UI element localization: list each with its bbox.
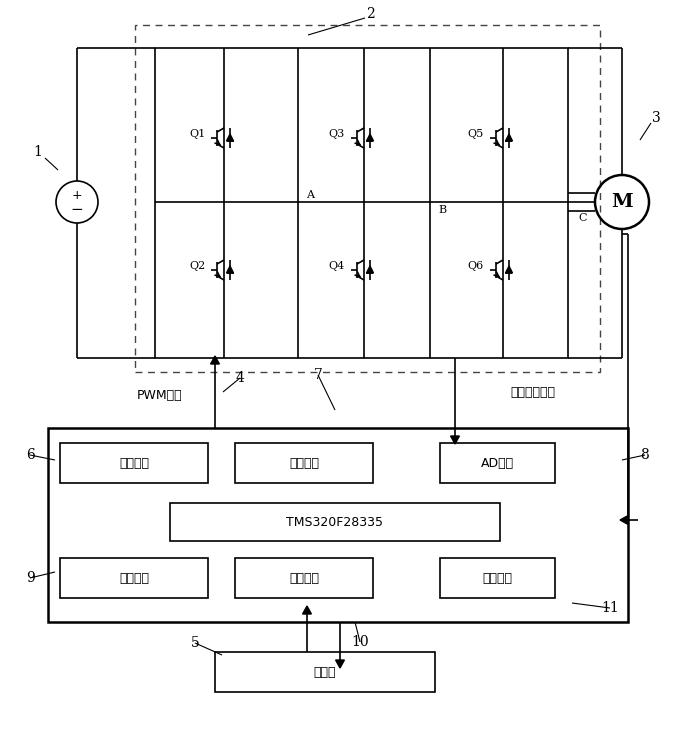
Bar <box>440 443 555 483</box>
Polygon shape <box>451 436 460 444</box>
Text: 保护电路: 保护电路 <box>482 571 512 584</box>
Polygon shape <box>335 660 344 668</box>
Text: −: − <box>70 201 83 216</box>
Text: 10: 10 <box>351 635 369 649</box>
Text: 1: 1 <box>33 145 42 159</box>
Text: 驱动电路: 驱动电路 <box>289 457 319 469</box>
Text: Q6: Q6 <box>468 261 484 271</box>
Text: 通讯电路: 通讯电路 <box>119 457 149 469</box>
Text: 8: 8 <box>641 448 650 462</box>
Text: B: B <box>438 205 446 215</box>
Text: 电流电压信号: 电流电压信号 <box>510 385 555 399</box>
Polygon shape <box>620 516 628 525</box>
Polygon shape <box>210 356 219 364</box>
Text: 9: 9 <box>26 571 34 585</box>
Polygon shape <box>367 134 374 141</box>
Text: 6: 6 <box>26 448 34 462</box>
Bar <box>440 558 555 598</box>
Text: TMS320F28335: TMS320F28335 <box>286 516 383 528</box>
Text: 11: 11 <box>601 601 619 615</box>
Text: AD电路: AD电路 <box>481 457 514 469</box>
Text: C: C <box>578 213 587 223</box>
Bar <box>170 503 500 541</box>
Polygon shape <box>227 134 234 141</box>
Text: 触摸屏: 触摸屏 <box>313 666 336 678</box>
Text: A: A <box>306 190 314 200</box>
Text: 7: 7 <box>313 368 322 382</box>
Polygon shape <box>303 606 311 614</box>
Bar <box>235 558 373 598</box>
Bar <box>235 443 373 483</box>
Polygon shape <box>227 266 234 273</box>
Text: 4: 4 <box>236 371 245 385</box>
Polygon shape <box>505 134 512 141</box>
Bar <box>135 25 600 372</box>
Text: 控制电路: 控制电路 <box>289 571 319 584</box>
Text: +: + <box>72 188 83 201</box>
Bar <box>155 48 568 358</box>
Text: Q1: Q1 <box>189 129 205 139</box>
Text: 2: 2 <box>365 7 374 21</box>
Text: Q2: Q2 <box>189 261 205 271</box>
Text: PWM信号: PWM信号 <box>137 388 183 401</box>
Bar <box>48 428 628 622</box>
Polygon shape <box>505 266 512 273</box>
Text: Q5: Q5 <box>468 129 484 139</box>
Bar <box>60 443 208 483</box>
Text: 3: 3 <box>652 111 660 125</box>
Text: Q4: Q4 <box>329 261 345 271</box>
Text: 5: 5 <box>191 636 199 650</box>
Polygon shape <box>367 266 374 273</box>
Bar <box>215 652 435 692</box>
Bar <box>60 558 208 598</box>
Text: Q3: Q3 <box>329 129 345 139</box>
Text: 电源电路: 电源电路 <box>119 571 149 584</box>
Text: M: M <box>611 193 633 211</box>
